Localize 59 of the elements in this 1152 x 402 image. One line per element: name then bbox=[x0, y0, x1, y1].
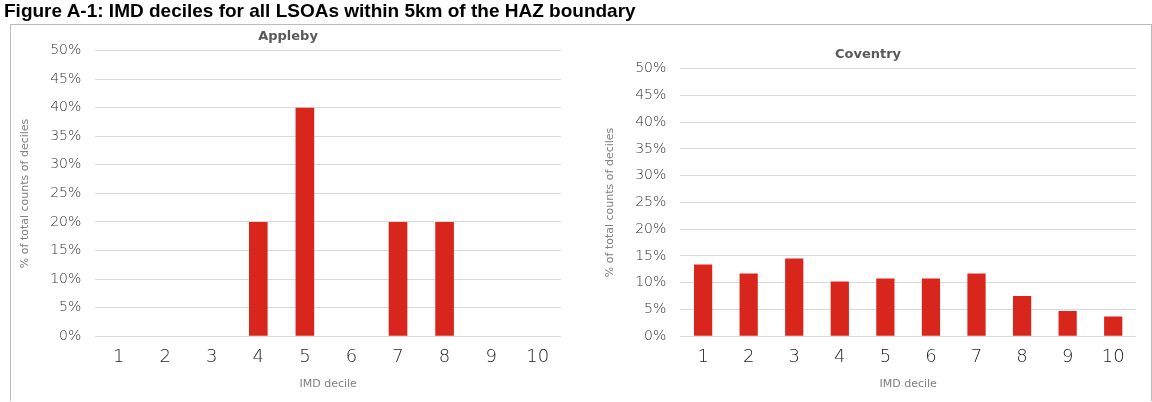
x-tick-label: 8 bbox=[1016, 344, 1028, 366]
y-tick-label: 50% bbox=[50, 41, 82, 58]
x-tick-label: 7 bbox=[392, 344, 404, 366]
x-tick-label: 5 bbox=[299, 344, 311, 366]
y-tick-label: 0% bbox=[59, 326, 82, 343]
x-tick-label: 3 bbox=[788, 344, 800, 366]
y-tick-label: 30% bbox=[635, 166, 667, 183]
y-tick-label: 45% bbox=[50, 69, 82, 86]
bar bbox=[785, 258, 804, 336]
x-tick-label: 2 bbox=[742, 344, 755, 366]
x-tick-label: 6 bbox=[925, 344, 937, 366]
bar bbox=[693, 264, 713, 336]
y-axis-title: % of total counts of deciles bbox=[18, 118, 32, 269]
y-tick-label: 20% bbox=[635, 219, 667, 236]
y-axis-title: % of total counts of deciles bbox=[603, 127, 617, 278]
y-tick-label: 35% bbox=[50, 126, 82, 143]
y-tick-label: 10% bbox=[50, 269, 82, 286]
y-tick-label: 15% bbox=[50, 241, 82, 258]
bar bbox=[876, 278, 895, 336]
x-tick-label: 8 bbox=[438, 344, 451, 366]
x-tick-label: 6 bbox=[345, 344, 358, 366]
chart-title: Appleby bbox=[258, 28, 319, 44]
y-tick-label: 25% bbox=[50, 184, 82, 201]
y-tick-label: 10% bbox=[635, 273, 667, 290]
y-tick-label: 40% bbox=[635, 112, 667, 129]
bar bbox=[1012, 296, 1032, 336]
x-tick-label: 1 bbox=[697, 344, 709, 366]
x-tick-label: 1 bbox=[112, 344, 125, 366]
bar bbox=[830, 281, 849, 336]
chart-title: Coventry bbox=[834, 46, 902, 62]
bar bbox=[1104, 316, 1123, 336]
y-tick-label: 30% bbox=[50, 155, 82, 172]
bar bbox=[739, 273, 758, 336]
x-tick-label: 5 bbox=[879, 344, 892, 366]
y-tick-label: 35% bbox=[635, 139, 667, 156]
text: Figure A-1: IMD deciles for all LSOAs within 5km of the HAZ boundary bbox=[3, 0, 637, 22]
y-tick-label: 40% bbox=[50, 98, 82, 115]
y-tick-label: 20% bbox=[50, 212, 82, 229]
bar bbox=[921, 278, 941, 336]
x-axis-title: IMD decile bbox=[879, 377, 938, 391]
x-tick-label: 9 bbox=[1061, 344, 1074, 366]
x-tick-label: 4 bbox=[252, 344, 265, 366]
y-tick-label: 50% bbox=[635, 59, 667, 76]
y-tick-label: 0% bbox=[644, 326, 667, 343]
y-tick-label: 15% bbox=[635, 246, 667, 263]
bar bbox=[1058, 311, 1077, 336]
x-axis-title: IMD decile bbox=[299, 377, 358, 391]
y-tick-label: 5% bbox=[644, 300, 667, 317]
x-tick-label: 10 bbox=[526, 344, 550, 366]
x-tick-label: 4 bbox=[834, 344, 846, 366]
y-tick-label: 25% bbox=[635, 193, 667, 210]
x-tick-label: 3 bbox=[206, 344, 218, 366]
x-tick-label: 9 bbox=[485, 344, 497, 366]
y-tick-label: 45% bbox=[635, 86, 667, 102]
y-tick-label: 5% bbox=[59, 298, 82, 315]
bar bbox=[967, 273, 986, 336]
x-tick-label: 2 bbox=[159, 344, 171, 366]
x-tick-label: 10 bbox=[1101, 344, 1125, 366]
x-tick-label: 7 bbox=[970, 344, 983, 366]
